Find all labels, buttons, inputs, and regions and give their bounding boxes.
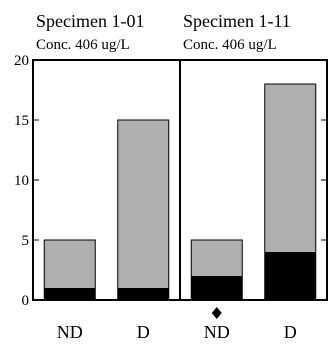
panel-subtitle: Conc. 406 ug/L <box>36 37 130 53</box>
y-tick-label: 15 <box>14 113 29 129</box>
x-tick-label: ND <box>57 322 83 342</box>
x-tick-label: D <box>284 322 297 342</box>
panel-subtitle: Conc. 406 ug/L <box>183 37 277 53</box>
bar-segment-top <box>44 240 96 288</box>
y-tick-label: 10 <box>14 173 29 189</box>
panel-title: Specimen 1-01 <box>36 11 144 31</box>
panel-title: Specimen 1-11 <box>183 11 291 31</box>
x-tick-label: D <box>137 322 150 342</box>
bar-segment-top <box>264 84 316 252</box>
bar-segment-top <box>117 120 169 288</box>
y-tick-label: 0 <box>22 293 30 309</box>
bar-segment-bottom <box>44 288 96 300</box>
diamond-marker <box>211 307 222 319</box>
y-tick-label: 20 <box>14 53 29 69</box>
x-tick-label: ND <box>204 322 230 342</box>
bar-segment-top <box>191 240 243 276</box>
bar-segment-bottom <box>264 252 316 300</box>
y-tick-label: 5 <box>22 233 30 249</box>
bar-segment-bottom <box>191 276 243 300</box>
bar-segment-bottom <box>117 288 169 300</box>
